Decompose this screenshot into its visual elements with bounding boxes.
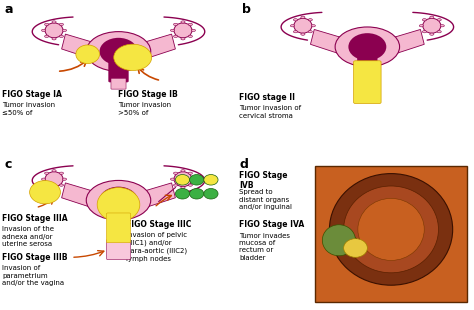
- Ellipse shape: [322, 225, 356, 256]
- Ellipse shape: [419, 24, 423, 27]
- Ellipse shape: [204, 175, 218, 185]
- Ellipse shape: [76, 45, 100, 64]
- FancyBboxPatch shape: [109, 53, 128, 82]
- Ellipse shape: [190, 175, 204, 185]
- Ellipse shape: [188, 172, 192, 174]
- FancyBboxPatch shape: [109, 202, 128, 231]
- Ellipse shape: [174, 172, 192, 187]
- Ellipse shape: [311, 24, 315, 27]
- Ellipse shape: [188, 23, 192, 25]
- Polygon shape: [130, 34, 175, 61]
- Text: FIGO Stage IIIB: FIGO Stage IIIB: [2, 253, 68, 262]
- Ellipse shape: [422, 31, 427, 33]
- Ellipse shape: [171, 29, 174, 32]
- Ellipse shape: [114, 44, 152, 71]
- Text: FIGO Stage IVA: FIGO Stage IVA: [239, 220, 305, 229]
- Ellipse shape: [329, 174, 453, 285]
- Ellipse shape: [430, 16, 434, 18]
- Text: b: b: [242, 3, 251, 16]
- Ellipse shape: [59, 35, 64, 38]
- Ellipse shape: [190, 188, 204, 199]
- Ellipse shape: [437, 31, 441, 33]
- Text: FIGO Stage
IVB: FIGO Stage IVB: [239, 170, 288, 190]
- Ellipse shape: [29, 180, 61, 204]
- Ellipse shape: [293, 19, 298, 21]
- Ellipse shape: [423, 18, 441, 33]
- Text: Invasion of
parametrium
and/or the vagina: Invasion of parametrium and/or the vagin…: [2, 265, 64, 286]
- Ellipse shape: [173, 35, 178, 38]
- FancyBboxPatch shape: [111, 78, 126, 89]
- Text: FIGO Stage IB: FIGO Stage IB: [118, 90, 178, 99]
- Text: Tumor invasion
>50% of: Tumor invasion >50% of: [118, 102, 172, 116]
- Ellipse shape: [301, 16, 305, 18]
- Ellipse shape: [308, 19, 312, 21]
- Ellipse shape: [440, 24, 444, 27]
- Ellipse shape: [204, 188, 218, 199]
- Ellipse shape: [181, 21, 185, 23]
- Ellipse shape: [181, 170, 185, 172]
- Ellipse shape: [42, 29, 46, 32]
- Text: a: a: [5, 3, 13, 16]
- FancyBboxPatch shape: [106, 213, 131, 243]
- FancyBboxPatch shape: [357, 48, 377, 77]
- Ellipse shape: [100, 38, 137, 65]
- Polygon shape: [130, 183, 175, 210]
- Ellipse shape: [301, 33, 305, 35]
- Ellipse shape: [437, 19, 441, 21]
- Polygon shape: [379, 29, 424, 57]
- Ellipse shape: [344, 186, 438, 273]
- Ellipse shape: [293, 31, 298, 33]
- Ellipse shape: [52, 21, 56, 23]
- FancyBboxPatch shape: [354, 61, 381, 104]
- Text: FIGO Stage IA: FIGO Stage IA: [2, 90, 62, 99]
- Text: FIGO Stage IIIA: FIGO Stage IIIA: [2, 214, 68, 223]
- Ellipse shape: [171, 178, 174, 180]
- Text: Invasion of the
adnexa and/or
uterine serosa: Invasion of the adnexa and/or uterine se…: [2, 226, 55, 247]
- Ellipse shape: [348, 33, 386, 60]
- Ellipse shape: [175, 188, 190, 199]
- Polygon shape: [62, 183, 107, 210]
- Ellipse shape: [181, 38, 185, 40]
- Ellipse shape: [291, 24, 294, 27]
- Ellipse shape: [45, 23, 49, 25]
- Text: Tumor invasion of
cervical stroma: Tumor invasion of cervical stroma: [239, 105, 301, 119]
- Ellipse shape: [430, 33, 434, 35]
- Ellipse shape: [45, 172, 49, 174]
- Ellipse shape: [52, 170, 56, 172]
- Ellipse shape: [59, 23, 64, 25]
- Ellipse shape: [97, 188, 140, 222]
- Ellipse shape: [191, 178, 195, 180]
- Ellipse shape: [42, 178, 46, 180]
- Ellipse shape: [173, 172, 178, 174]
- Ellipse shape: [358, 198, 424, 260]
- Ellipse shape: [188, 35, 192, 38]
- Ellipse shape: [86, 180, 151, 220]
- Ellipse shape: [52, 187, 56, 189]
- Ellipse shape: [335, 27, 400, 67]
- Ellipse shape: [59, 172, 64, 174]
- Ellipse shape: [86, 32, 151, 71]
- FancyBboxPatch shape: [315, 166, 467, 302]
- FancyBboxPatch shape: [111, 227, 126, 238]
- Text: Invasion of pelvic
(IIIC1) and/or
para-aortic (IIIC2)
lymph nodes: Invasion of pelvic (IIIC1) and/or para-a…: [126, 232, 187, 262]
- Text: c: c: [5, 158, 12, 171]
- Text: d: d: [239, 158, 248, 171]
- Text: Tumor invades
mucosa of
rectum or
bladder: Tumor invades mucosa of rectum or bladde…: [239, 232, 291, 261]
- Ellipse shape: [63, 178, 66, 180]
- Text: Tumor invasion
≤50% of: Tumor invasion ≤50% of: [2, 102, 55, 116]
- Polygon shape: [310, 29, 356, 57]
- Ellipse shape: [422, 19, 427, 21]
- Ellipse shape: [45, 35, 49, 38]
- Ellipse shape: [63, 29, 66, 32]
- FancyBboxPatch shape: [107, 239, 130, 260]
- Ellipse shape: [175, 175, 190, 185]
- Ellipse shape: [100, 187, 137, 214]
- Ellipse shape: [173, 23, 178, 25]
- Ellipse shape: [45, 23, 63, 38]
- Polygon shape: [62, 34, 107, 61]
- Ellipse shape: [294, 18, 312, 33]
- Ellipse shape: [45, 172, 63, 187]
- Text: Spread to
distant organs
and/or inguinal: Spread to distant organs and/or inguinal: [239, 189, 292, 210]
- Ellipse shape: [45, 184, 49, 186]
- FancyBboxPatch shape: [360, 74, 375, 84]
